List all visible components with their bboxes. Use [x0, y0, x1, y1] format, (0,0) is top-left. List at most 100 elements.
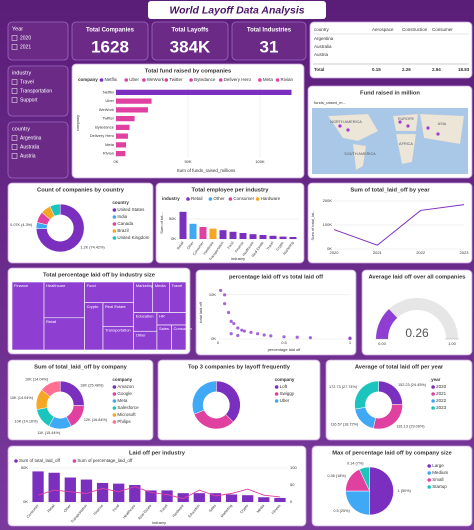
land	[395, 133, 417, 165]
x-tick-label: 50K	[184, 159, 191, 164]
legend-swatch	[112, 392, 117, 396]
legend-label: Microsoft	[117, 412, 136, 417]
tile-label: Real Estate	[105, 304, 126, 309]
x-tick-label: Other	[186, 240, 195, 250]
table-total: Total	[314, 67, 324, 72]
chart-title: Average of total laid off per year	[355, 365, 444, 371]
bar	[249, 234, 257, 239]
land	[352, 143, 367, 171]
slicer-checkbox	[11, 135, 18, 141]
panel-bg	[71, 21, 149, 61]
legend-label: 2021	[436, 391, 447, 396]
legend-label: Uber	[280, 398, 290, 403]
legend-label: Philips	[117, 419, 131, 424]
tile-label: Healthcare	[46, 283, 66, 288]
kpi-value: 31	[260, 37, 279, 56]
tile-label: Food	[87, 283, 96, 288]
tile-label: Sales	[159, 326, 169, 331]
point	[236, 333, 240, 338]
legend-label: Startup	[432, 484, 447, 489]
y-tick-label: Uber	[105, 98, 114, 103]
point	[256, 332, 260, 336]
x-tick-label: Finance	[93, 504, 104, 516]
bar	[242, 495, 254, 502]
legend-swatch	[112, 420, 117, 424]
chart-title: Total employee per industry	[192, 188, 270, 194]
slicer-label: Year	[12, 26, 23, 32]
legend-swatch	[427, 478, 431, 482]
slicer-item: Argentina	[20, 135, 42, 141]
legend-swatch	[431, 399, 435, 403]
bar	[129, 485, 141, 502]
x-axis-label: industry	[152, 520, 166, 525]
y-tick-label: 0K	[171, 236, 176, 241]
table-total: 2.94	[432, 67, 441, 72]
legend-swatch	[14, 459, 18, 463]
legend-label: Medium	[432, 470, 448, 475]
data-label: 10K (14.04%)	[10, 396, 34, 400]
map-dot	[346, 128, 350, 132]
legend-title: funds_raised_m...	[314, 100, 346, 105]
legend-swatch	[112, 413, 117, 417]
legend-label: Loft	[280, 384, 288, 389]
y-axis-label: Sum of total_lai...	[310, 210, 315, 241]
legend-swatch	[431, 392, 435, 396]
data-label: 0.14 (7%)	[347, 462, 364, 466]
panel-bg	[155, 182, 305, 264]
bar	[80, 479, 93, 502]
point	[223, 293, 227, 297]
x-axis-label: percentage laid off	[268, 347, 302, 352]
legend-swatch	[218, 78, 223, 82]
bar	[259, 235, 267, 239]
title-box	[148, 1, 326, 19]
legend-label: Amazon	[117, 384, 134, 389]
x-tick-label: Fitness	[271, 504, 282, 516]
map-dot	[436, 132, 440, 136]
legend-swatch	[142, 78, 146, 82]
data-label: 0.36 (18%)	[327, 474, 346, 478]
panel-bg	[361, 269, 473, 356]
slice	[369, 466, 394, 516]
x-tick-label: 0K	[114, 159, 119, 164]
legend-label: Large	[432, 463, 444, 468]
x-tick-label: Crypto	[239, 504, 249, 515]
panel: Total percentage laid off by industry si…	[7, 267, 193, 355]
chart-title: Top 3 companies by layoff frequently	[188, 365, 291, 371]
data-label: 0.07K (4.3%)	[10, 223, 33, 227]
chart-title: Total fund raised by companies	[145, 69, 232, 75]
bar	[279, 236, 287, 239]
data-label: 0.5 (25%)	[333, 509, 350, 513]
legend-label: Small	[432, 477, 443, 482]
data-label: 1 (50%)	[398, 489, 412, 493]
x-axis-label: industry	[231, 256, 245, 261]
slicer-item: Australia	[20, 144, 40, 150]
bar	[193, 493, 205, 502]
tile-label: HR	[159, 314, 165, 319]
tile-label: Other	[136, 332, 147, 337]
legend-swatch	[112, 208, 117, 212]
panel: Average of total laid off per year 152.23…	[325, 359, 473, 441]
map-label: NORTH AMERICA	[330, 120, 362, 124]
legend-swatch	[427, 464, 431, 468]
chart-title: Sum of total_laid_off by year	[350, 188, 430, 194]
legend-label: Sum of total_laid_off	[19, 458, 61, 463]
slice	[345, 490, 370, 516]
slicer-item: Transportation	[20, 88, 52, 94]
map-label: ASIA	[438, 122, 447, 126]
data-label: 1.2K (74.42%)	[80, 245, 105, 249]
y-axis-label: company	[75, 115, 80, 131]
map-label: AFRICA	[399, 142, 413, 146]
legend-label: United Kingdom	[117, 235, 149, 240]
point	[223, 302, 227, 306]
legend-label: Uber	[129, 77, 139, 82]
point	[262, 333, 266, 337]
y-tick-label: 0	[290, 499, 293, 504]
panel: Sum of total_laid_off by year 0K 100K 200K 2…	[307, 182, 473, 264]
legend-label: Hardware	[261, 196, 281, 201]
slicer-item: 2021	[20, 44, 31, 50]
point	[240, 328, 244, 332]
y-tick-label: Bytedance	[95, 124, 115, 129]
kpi-value: 1628	[91, 37, 129, 56]
x-tick-label: Media	[256, 504, 265, 514]
